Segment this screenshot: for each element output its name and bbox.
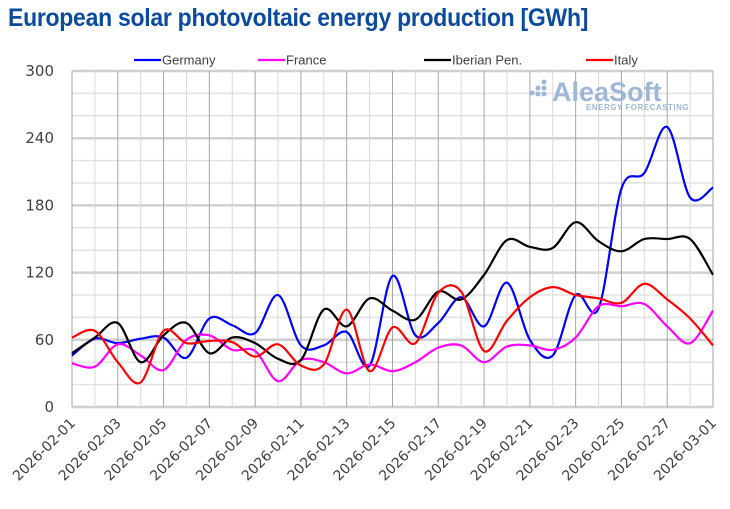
legend-label: France (286, 53, 326, 68)
logo-dot-icon (529, 90, 535, 96)
series-line-iberian-pen (71, 221, 714, 366)
chart-title: European solar photovoltaic energy produ… (8, 4, 589, 32)
legend: Germany France Iberian Pen. Italy (134, 53, 638, 68)
legend-item: Iberian Pen. (424, 53, 522, 68)
legend-item: Italy (586, 53, 638, 68)
logo-text: AleaSoft (552, 77, 662, 107)
legend-item: Germany (134, 53, 216, 68)
y-axis-ticks: 0 60 120 180 240 300 (25, 62, 54, 416)
series-line-germany (71, 125, 714, 369)
series-lines (71, 125, 714, 385)
logo-dot-icon (535, 85, 541, 91)
legend-label: Italy (614, 53, 638, 68)
logo-dot-icon (541, 79, 547, 85)
y-tick-label: 180 (25, 196, 54, 214)
series-line-italy (71, 282, 714, 385)
y-tick-label: 60 (35, 331, 54, 349)
y-tick-label: 300 (25, 62, 54, 80)
logo-dot-icon (541, 91, 547, 97)
series-line-france (71, 301, 714, 383)
y-tick-label: 120 (25, 264, 54, 282)
logo-dot-icon (541, 85, 547, 91)
legend-label: Iberian Pen. (452, 53, 522, 68)
logo-tagline: ENERGY FORECASTING (586, 103, 689, 112)
legend-item: France (258, 53, 326, 68)
y-tick-label: 0 (44, 398, 54, 416)
legend-label: Germany (162, 53, 216, 68)
logo-dot-icon (535, 91, 541, 97)
grid (71, 69, 714, 409)
aleasoft-logo: AleaSoft ENERGY FORECASTING (529, 77, 689, 112)
y-tick-label: 240 (25, 129, 54, 147)
x-axis-ticks: 2026-02-012026-02-032026-02-052026-02-07… (10, 416, 720, 485)
